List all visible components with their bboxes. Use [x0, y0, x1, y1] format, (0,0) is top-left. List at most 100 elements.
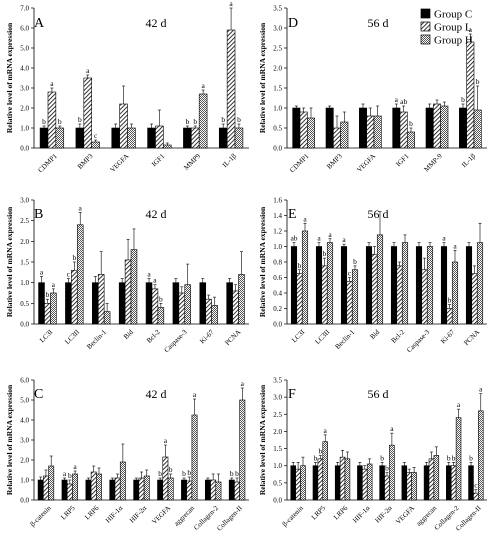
significance-label: b: [72, 253, 76, 262]
bar-group-l: [234, 481, 240, 501]
significance-label: b: [448, 296, 452, 305]
x-tick-label: VEGFA: [355, 152, 377, 174]
bar-group-c: [446, 465, 452, 501]
bar-group-h: [373, 115, 382, 149]
bar-group-c: [468, 465, 474, 501]
bar-group-h: [476, 242, 484, 325]
bar-group-l: [114, 477, 121, 501]
bar-group-l: [406, 472, 412, 501]
bar-group-h: [167, 477, 174, 501]
significance-label: c: [94, 131, 98, 140]
significance-label: a: [317, 234, 321, 243]
x-tick-label: HIF-2α: [128, 504, 149, 525]
bar-group-h: [455, 417, 462, 501]
x-tick-label: LRP6: [332, 504, 350, 522]
bar-group-c: [157, 479, 164, 501]
bar-group-h: [307, 117, 315, 149]
bar-group-h: [96, 473, 102, 501]
x-tick-label: CDMP1: [288, 152, 311, 175]
significance-label: a: [395, 95, 399, 104]
bar-group-c: [181, 479, 187, 501]
significance-label: a: [390, 424, 394, 433]
x-tick-label: Bcl-2: [145, 328, 162, 345]
x-tick-label: LRP5: [59, 504, 77, 522]
significance-label: b: [187, 468, 191, 477]
significance-label: b: [182, 469, 186, 478]
bar-group-l: [321, 265, 328, 325]
significance-label: b: [159, 294, 163, 303]
y-tick-label: 1.0: [20, 279, 29, 287]
bar-group-h: [72, 473, 79, 501]
bar-group-l: [205, 298, 212, 325]
bar-group-h: [215, 481, 222, 501]
bar-group-h: [344, 458, 351, 501]
x-tick-label: Caspase-3: [163, 328, 189, 354]
bar-group-c: [37, 479, 44, 501]
bar-group-h: [238, 274, 245, 325]
bar-group-h: [376, 234, 384, 325]
significance-label: a: [79, 203, 83, 212]
bar-group-h: [407, 131, 415, 149]
significance-label: b: [221, 115, 225, 124]
y-tick-label: 1.0: [273, 243, 282, 251]
bar-group-c: [315, 246, 323, 325]
panel-c: 0.0 1.0 2.0 3.0 4.0 5.0 6.0 Relative level of m…: [5, 377, 249, 533]
significance-label: a: [469, 25, 473, 34]
bar-group-l: [151, 288, 159, 325]
bar-group-l: [428, 458, 435, 501]
y-tick-label: 0.0: [20, 321, 29, 329]
legend-swatch-group-l: [420, 21, 431, 32]
y-tick-label: 0.5: [273, 125, 282, 133]
y-tick-label: 0.0: [20, 145, 29, 153]
bar-group-c: [401, 465, 408, 501]
x-tick-label: VEGFA: [150, 504, 172, 526]
significance-label: a: [147, 270, 151, 279]
bar-group-c: [390, 246, 398, 325]
panel-title: 56 d: [368, 16, 389, 30]
y-axis-label: Relative level of mRNA expression: [258, 22, 267, 133]
bar-group-c: [38, 282, 45, 325]
bar-group-h: [326, 242, 334, 325]
bar-group-l: [210, 479, 217, 501]
legend-label: Group H: [434, 35, 473, 47]
bar-group-l: [138, 477, 145, 501]
y-tick-label: 1.0: [20, 125, 29, 133]
bar-group-c: [340, 246, 348, 325]
bar-group-l: [97, 274, 105, 325]
bar-group-c: [359, 107, 367, 149]
significance-label: a: [457, 400, 461, 409]
panel-title: 42 d: [146, 207, 167, 221]
y-tick-label: 2.0: [20, 457, 29, 465]
bar-group-h: [451, 261, 459, 325]
significance-label: c: [474, 481, 478, 490]
significance-label: c: [67, 270, 71, 279]
bar-group-h: [127, 127, 136, 149]
panel-letter: B: [34, 207, 43, 222]
bar-group-h: [440, 105, 449, 149]
y-tick-label: 1.5: [273, 445, 282, 453]
bar-group-h: [301, 230, 309, 325]
x-tick-label: HIF-2α: [373, 504, 394, 525]
y-tick-label: 2.0: [273, 65, 282, 73]
bar-group-h: [389, 444, 395, 501]
y-tick-label: 2.0: [20, 105, 29, 113]
y-axis-label: Relative level of mRNA expression: [5, 384, 14, 495]
x-tick-label: Caspase-3: [405, 328, 431, 354]
x-tick-label: LRP6: [83, 504, 101, 522]
panel-b: 0.0 0.5 1.0 1.5 2.0 2.5 3.0 Relative level of m…: [5, 197, 249, 354]
significance-label: b: [409, 119, 413, 128]
bar-group-h: [191, 414, 198, 501]
x-tick-label: β-catenin: [29, 504, 53, 528]
x-tick-label: Ki-67: [439, 328, 457, 346]
x-tick-label: LC3II: [63, 328, 81, 346]
bar-group-l: [178, 292, 186, 325]
bar-group-c: [226, 282, 233, 325]
y-tick-label: 1.0: [273, 105, 282, 113]
y-tick-label: 0.0: [273, 145, 282, 153]
bar-group-c: [334, 465, 341, 501]
significance-label: b: [469, 453, 473, 462]
bar-group-l: [295, 468, 301, 501]
y-tick-label: 0.8: [273, 259, 282, 267]
y-axis-label: Relative level of mRNA expression: [5, 206, 14, 317]
